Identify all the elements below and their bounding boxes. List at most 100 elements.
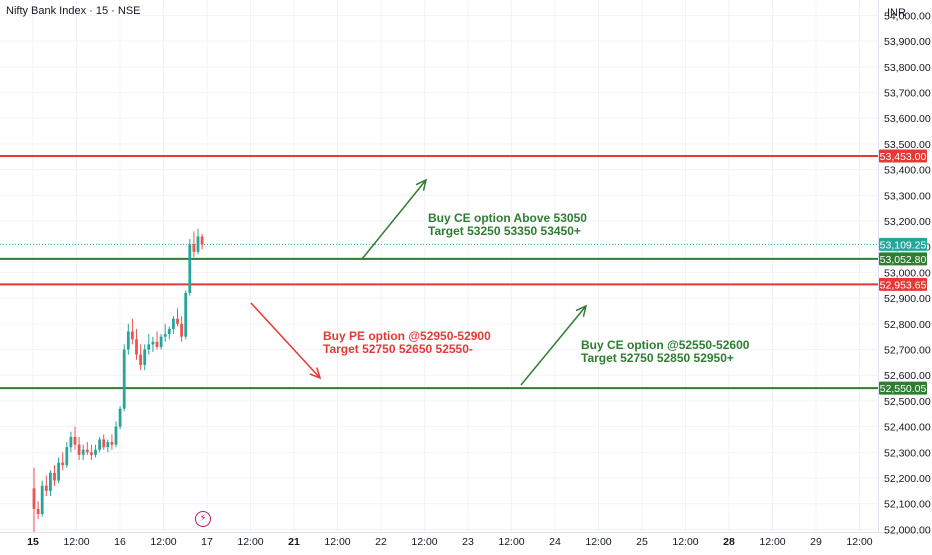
- price-tick-label: 52,000.00: [884, 524, 931, 536]
- level-label-bg: [879, 277, 927, 291]
- price-tick-label: 53,600.00: [884, 113, 931, 125]
- candle-body: [176, 318, 179, 324]
- time-tick-label: 12:00: [759, 536, 785, 548]
- arrow-head: [309, 367, 322, 380]
- candle-body: [69, 436, 73, 448]
- trend-arrow: [250, 302, 321, 379]
- price-axis[interactable]: 52,000.00 52,100.00 52,200.00 52,300.00 52,4…: [884, 10, 931, 536]
- level-label: 52,550.05: [880, 383, 927, 395]
- symbol-title[interactable]: Nifty Bank Index · 15 · NSE: [6, 5, 141, 17]
- price-tick-label: 52,800.00: [884, 319, 931, 331]
- annotation-line: Target 52750 52850 52950+: [581, 351, 734, 365]
- price-tick-label: 53,700.00: [884, 88, 931, 100]
- candle-body: [85, 449, 89, 453]
- candle-body: [139, 354, 142, 365]
- arrow-head: [415, 178, 428, 191]
- candle-body: [106, 442, 110, 448]
- candle-body: [126, 331, 130, 350]
- candle-body: [180, 323, 183, 337]
- candle-body: [118, 408, 122, 427]
- price-tick-label: 53,800.00: [884, 62, 931, 74]
- time-tick-label: 12:00: [498, 536, 524, 548]
- candle-body: [65, 447, 69, 466]
- price-tick-label: 53,900.00: [884, 36, 931, 48]
- time-tick-label: 22: [375, 536, 387, 548]
- candle-body: [151, 341, 155, 345]
- candle-body: [114, 426, 118, 445]
- time-tick-label: 12:00: [150, 536, 176, 548]
- price-tick-label: 52,700.00: [884, 345, 931, 357]
- price-tick-label: 53,200.00: [884, 216, 931, 228]
- price-tick-label: 52,400.00: [884, 422, 931, 434]
- candle-body: [192, 244, 196, 252]
- candle-body: [159, 336, 163, 347]
- candle-body: [94, 449, 97, 455]
- candles: [32, 228, 204, 532]
- time-tick-label: 12:00: [846, 536, 872, 548]
- time-tick-label: 12:00: [324, 536, 350, 548]
- last-price-label: 53,109.25: [880, 239, 927, 251]
- candle-body: [196, 236, 200, 252]
- time-tick-label: 12:00: [672, 536, 698, 548]
- time-tick-label: 12:00: [411, 536, 437, 548]
- candle-body: [147, 344, 151, 350]
- time-tick-label: 17: [201, 536, 213, 548]
- time-tick-label: 28: [723, 536, 735, 548]
- price-tick-label: 52,600.00: [884, 370, 931, 382]
- arrow-head: [575, 304, 588, 317]
- candle-body: [98, 439, 101, 450]
- time-tick-label: 23: [462, 536, 474, 548]
- candle-body: [90, 452, 93, 455]
- price-tick-label: 52,500.00: [884, 396, 931, 408]
- price-tick-label: 53,500.00: [884, 139, 931, 151]
- price-tick-label: 52,200.00: [884, 473, 931, 485]
- candle-body: [131, 331, 134, 340]
- time-tick-label: 16: [114, 536, 126, 548]
- candle-body: [44, 485, 48, 491]
- time-tick-label: 29: [810, 536, 822, 548]
- price-labels: 53,453.00 53,052.80 52,953.65 52,550.05 53,1…: [879, 149, 927, 395]
- lightning-icon[interactable]: ⚡: [195, 511, 211, 527]
- candle-body: [77, 444, 81, 455]
- price-tick-label: 53,000.00: [884, 267, 931, 279]
- candle-body: [32, 488, 36, 509]
- price-tick-label: 52,100.00: [884, 499, 931, 511]
- time-tick-label: 12:00: [63, 536, 89, 548]
- candle-body: [73, 436, 77, 445]
- annotation-ce-range: Buy CE option @52550-52600 Target 52750 …: [581, 339, 749, 365]
- time-tick-label: 12:00: [237, 536, 263, 548]
- time-axis[interactable]: 15 12:00 16 12:00 17 12:00 21 12:00 22 12:00 23 12:…: [27, 536, 873, 548]
- horizontal-levels: [0, 155, 878, 390]
- candle-body: [57, 462, 60, 481]
- time-tick-label: 12:00: [585, 536, 611, 548]
- candle-body: [61, 462, 65, 466]
- candle-body: [200, 236, 204, 245]
- candle-body: [49, 472, 52, 491]
- annotation-line: Target 52750 52650 52550-: [323, 342, 473, 356]
- candle-body: [81, 449, 85, 455]
- price-tick-label: 53,300.00: [884, 190, 931, 202]
- level-label: 53,453.00: [880, 151, 927, 163]
- annotation-line: Buy CE option @52550-52600: [581, 338, 750, 352]
- time-tick-label: 24: [549, 536, 561, 548]
- annotation-line: Buy CE option Above 53050: [428, 211, 587, 225]
- price-tick-label: 52,900.00: [884, 293, 931, 305]
- candle-body: [40, 485, 44, 515]
- time-tick-label: 21: [288, 536, 300, 548]
- last-price-label-bg: [879, 237, 927, 251]
- annotation-line: Buy PE option @52950-52900: [323, 329, 491, 343]
- candle-body: [135, 339, 138, 355]
- price-tick-label: 54,000.00: [884, 10, 931, 22]
- currency-label[interactable]: INR: [887, 7, 906, 19]
- annotation-line: Target 53250 53350 53450+: [428, 224, 581, 238]
- candle-body: [172, 318, 175, 329]
- price-tick-label: 52,300.00: [884, 447, 931, 459]
- level-label-bg: [879, 252, 927, 266]
- candle-body: [110, 442, 114, 445]
- candle-body: [163, 334, 167, 337]
- time-tick-label: 25: [636, 536, 648, 548]
- candle-body: [53, 472, 56, 481]
- candle-body: [188, 244, 192, 293]
